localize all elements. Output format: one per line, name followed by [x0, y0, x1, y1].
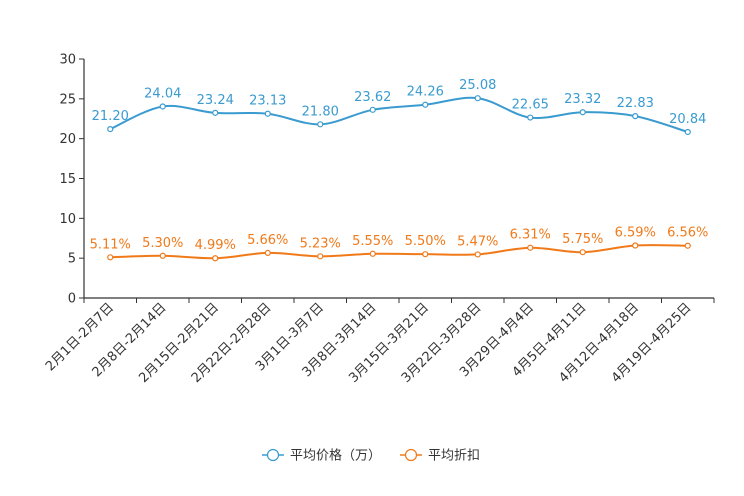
data-point[interactable]	[159, 103, 166, 110]
data-point[interactable]	[632, 242, 639, 249]
data-point[interactable]	[474, 251, 481, 258]
y-tick-label: 25	[59, 92, 76, 107]
data-label: 24.26	[407, 85, 444, 100]
data-label: 23.62	[354, 90, 391, 105]
data-label: 23.24	[197, 93, 234, 108]
data-point[interactable]	[317, 253, 324, 260]
data-label: 5.75%	[562, 232, 603, 247]
data-point[interactable]	[212, 109, 219, 116]
data-label: 25.08	[459, 78, 496, 93]
data-point[interactable]	[212, 255, 219, 262]
data-point[interactable]	[369, 250, 376, 257]
data-label: 5.30%	[142, 236, 183, 251]
data-point[interactable]	[264, 110, 271, 117]
data-label: 23.32	[564, 92, 601, 107]
data-label: 5.47%	[457, 234, 498, 249]
legend-marker-icon	[404, 448, 418, 462]
series-line-0	[109, 96, 689, 133]
data-point[interactable]	[527, 114, 534, 121]
data-label: 6.31%	[510, 228, 551, 243]
data-point[interactable]	[422, 101, 429, 108]
y-tick-label: 5	[68, 252, 76, 267]
data-point[interactable]	[369, 106, 376, 113]
data-label: 6.56%	[667, 226, 708, 241]
data-label: 5.66%	[247, 233, 288, 248]
data-point[interactable]	[264, 249, 271, 257]
data-point[interactable]	[684, 242, 691, 249]
series-layer	[107, 95, 691, 262]
data-point[interactable]	[579, 249, 586, 256]
y-tick-label: 0	[68, 292, 76, 307]
data-point[interactable]	[317, 121, 324, 128]
data-point[interactable]	[579, 109, 586, 116]
y-tick-label: 10	[59, 212, 76, 227]
data-label: 21.20	[92, 109, 129, 124]
data-point[interactable]	[684, 128, 691, 136]
series-line-1	[110, 244, 688, 260]
y-tick-label: 15	[59, 172, 76, 187]
data-labels-layer: 21.20 24.04 23.24 23.13 21.80 23.62 24.26 25.08…	[90, 78, 709, 253]
legend-entry-label[interactable]: 平均价格（万）	[290, 448, 381, 464]
data-label: 5.23%	[300, 236, 341, 251]
data-label: 22.83	[617, 96, 654, 111]
legend-marker-icon	[266, 448, 280, 462]
data-point[interactable]	[107, 254, 114, 261]
data-label: 20.84	[669, 112, 706, 127]
data-label: 23.13	[249, 94, 286, 109]
data-label: 24.04	[144, 86, 181, 101]
data-point[interactable]	[107, 126, 114, 133]
legend-entry-label[interactable]: 平均折扣	[428, 449, 480, 464]
data-point[interactable]	[527, 244, 534, 251]
y-tick-label: 20	[59, 132, 76, 147]
data-label: 6.59%	[615, 225, 656, 240]
data-label: 5.50%	[405, 234, 446, 249]
data-label: 4.99%	[195, 238, 236, 253]
data-label: 21.80	[302, 104, 339, 119]
legend[interactable]: 平均价格（万） 平均折扣	[262, 448, 480, 464]
data-label: 22.65	[512, 98, 549, 113]
y-tick-label: 30	[59, 53, 76, 68]
data-point[interactable]	[632, 113, 639, 120]
data-label: 5.55%	[352, 234, 393, 249]
data-point[interactable]	[474, 95, 481, 102]
data-label: 5.11%	[90, 237, 131, 252]
data-point[interactable]	[159, 252, 166, 259]
data-point[interactable]	[422, 251, 429, 258]
